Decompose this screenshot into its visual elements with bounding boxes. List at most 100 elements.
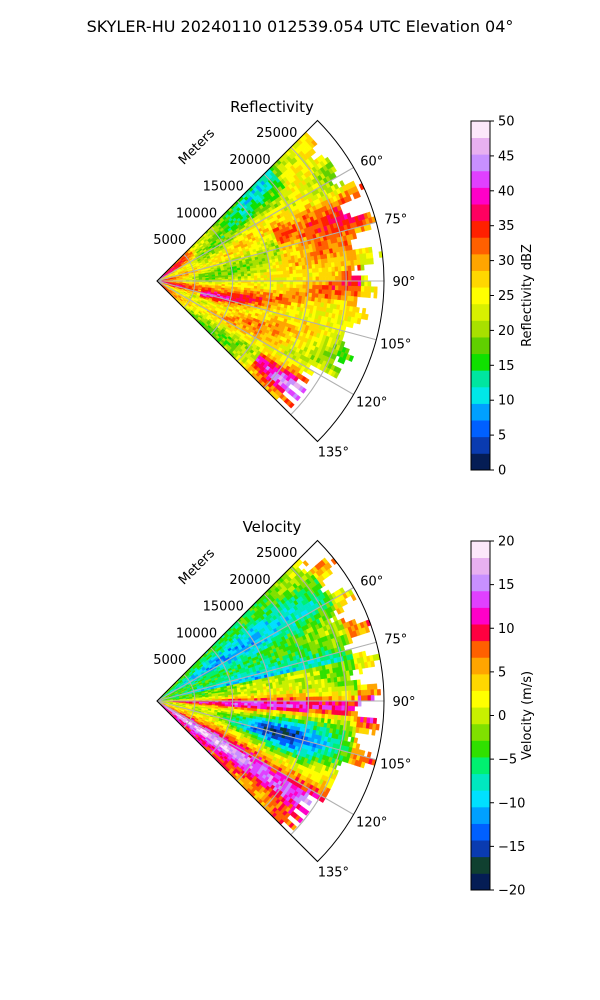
heatmap-cell xyxy=(290,288,294,292)
heatmap-cell xyxy=(332,267,336,272)
heatmap-cell xyxy=(348,286,351,291)
heatmap-cell xyxy=(290,270,294,274)
heatmap-cell xyxy=(300,285,303,289)
heatmap-cell xyxy=(244,272,247,275)
heatmap-cell xyxy=(235,275,238,277)
colorbar-swatch xyxy=(471,221,490,238)
heatmap-cell xyxy=(302,292,306,296)
heatmap-cell xyxy=(352,281,355,286)
heatmap-cell xyxy=(287,284,290,288)
heatmap-cell xyxy=(303,273,306,277)
heatmap-cell xyxy=(293,266,297,270)
heatmap-cell xyxy=(316,277,319,281)
heatmap-cell xyxy=(290,274,293,278)
heatmap-cell xyxy=(325,285,328,290)
colorbar-swatch xyxy=(471,420,490,437)
heatmap-cell xyxy=(283,291,287,295)
heatmap-cell xyxy=(328,263,332,268)
heatmap-cell xyxy=(312,293,316,297)
heatmap-cell xyxy=(257,284,260,287)
heatmap-cell xyxy=(293,281,296,285)
colorbar-label: Reflectivity dBZ xyxy=(520,244,535,347)
panel-title: Reflectivity xyxy=(230,98,314,116)
heatmap-cell xyxy=(316,273,319,277)
heatmap-cell xyxy=(371,287,375,293)
heatmap-cell xyxy=(274,275,277,278)
heatmap-cell xyxy=(303,289,307,293)
heatmap-cell xyxy=(209,698,212,700)
range-tick-label: 15000 xyxy=(203,180,244,195)
colorbar-swatch xyxy=(471,354,490,371)
heatmap-cell xyxy=(322,272,325,277)
heatmap-cell xyxy=(315,294,319,298)
heatmap-cell xyxy=(319,281,322,285)
heatmap-cell xyxy=(248,276,251,279)
heatmap-cell xyxy=(342,276,345,281)
heatmap-cell xyxy=(309,293,313,297)
azimuth-tick-label: 60° xyxy=(360,155,383,170)
heatmap-cell xyxy=(286,264,290,268)
colorbar-swatch xyxy=(471,187,490,204)
heatmap-cell xyxy=(276,294,280,298)
colorbar-tick-label: 35 xyxy=(498,219,515,234)
colorbar-swatch xyxy=(471,370,490,387)
heatmap-cell xyxy=(341,266,345,271)
heatmap-cell xyxy=(282,294,286,298)
heatmap-cell xyxy=(244,274,247,277)
heatmap-cell xyxy=(263,270,267,273)
heatmap-cell xyxy=(283,284,286,288)
heatmap-cell xyxy=(254,276,257,279)
heatmap-cell xyxy=(322,290,326,295)
heatmap-cell xyxy=(355,281,358,286)
heatmap-cell xyxy=(338,267,342,272)
heatmap-cell xyxy=(209,278,212,280)
heatmap-cell xyxy=(351,286,354,291)
heatmap-cell xyxy=(260,270,264,273)
heatmap-cell xyxy=(261,275,264,278)
heatmap-cell xyxy=(251,286,254,289)
heatmap-cell xyxy=(277,287,281,290)
heatmap-cell xyxy=(303,269,307,273)
azimuth-tick-label: 120° xyxy=(356,396,387,411)
heatmap-cell xyxy=(280,274,283,277)
heatmap-cell xyxy=(264,272,267,275)
heatmap-cell xyxy=(316,281,319,285)
colorbar-swatch xyxy=(471,204,490,221)
heatmap-cell xyxy=(341,291,345,296)
heatmap-cell xyxy=(358,276,361,281)
colorbar-swatch xyxy=(471,271,490,288)
heatmap-cell xyxy=(319,277,322,281)
heatmap-cell xyxy=(334,262,338,267)
heatmap-cell xyxy=(367,292,371,298)
heatmap-cell xyxy=(295,296,299,300)
heatmap-cell xyxy=(334,295,338,300)
heatmap-cell xyxy=(293,292,297,296)
heatmap-cell xyxy=(309,277,312,281)
heatmap-cell xyxy=(335,281,338,286)
heatmap-cell xyxy=(355,286,359,291)
heatmap-cell xyxy=(315,264,319,268)
heatmap-cell xyxy=(257,273,260,276)
heatmap-cell xyxy=(277,271,281,274)
heatmap-cell xyxy=(280,291,284,295)
heatmap-cell xyxy=(335,272,338,277)
heatmap-cell xyxy=(277,275,280,278)
colorbar-swatch xyxy=(471,404,490,421)
colorbar-swatch xyxy=(471,453,490,470)
heatmap-cell xyxy=(225,277,228,279)
heatmap-cell xyxy=(257,286,260,289)
heatmap-cell xyxy=(361,276,364,281)
heatmap-cell xyxy=(299,270,303,274)
azimuth-tick-label: 90° xyxy=(392,275,415,290)
heatmap-cell xyxy=(251,284,254,287)
heatmap-cell xyxy=(312,289,316,293)
heatmap-cell xyxy=(354,291,358,296)
heatmap-cell xyxy=(280,271,284,275)
heatmap-cell xyxy=(329,276,332,281)
colorbar-swatch xyxy=(471,171,490,188)
heatmap-cell xyxy=(283,274,286,278)
heatmap-cell xyxy=(241,276,244,278)
heatmap-cell xyxy=(290,285,293,289)
heatmap-cell xyxy=(332,290,336,295)
heatmap-cell xyxy=(365,276,368,282)
